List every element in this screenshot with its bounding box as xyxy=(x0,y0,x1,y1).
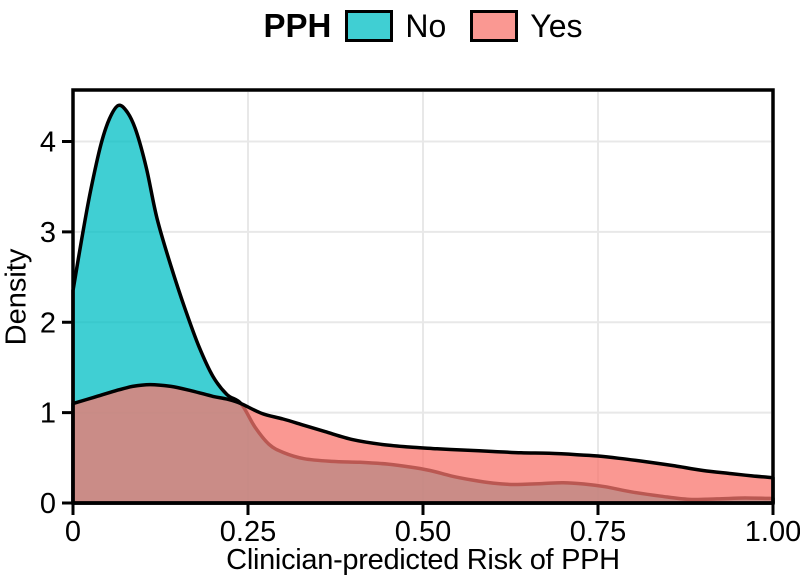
legend-swatch-no-icon xyxy=(345,10,394,42)
legend-title: PPH xyxy=(263,7,332,44)
legend-swatch-yes-icon xyxy=(470,10,519,42)
legend-label-yes: Yes xyxy=(530,7,583,44)
x-tick-label: 0.25 xyxy=(220,516,276,548)
y-axis-title: Density xyxy=(0,248,33,346)
y-tick-label: 0 xyxy=(40,488,56,520)
legend-item-no: No xyxy=(345,8,446,45)
x-tick-label: 0.75 xyxy=(570,516,626,548)
legend-label-no: No xyxy=(405,7,447,44)
y-tick-label: 4 xyxy=(40,127,56,159)
panel-border xyxy=(71,88,775,505)
y-tick-label: 1 xyxy=(40,398,56,430)
x-axis-title: Clinician-predicted Risk of PPH xyxy=(226,544,620,576)
y-tick-label: 2 xyxy=(40,307,56,339)
x-tick-label: 0 xyxy=(65,516,81,548)
x-tick-label: 1.00 xyxy=(745,516,800,548)
density-area-yes xyxy=(71,382,775,505)
x-tick-label: 0.50 xyxy=(395,516,451,548)
legend-item-yes: Yes xyxy=(470,8,582,45)
y-tick-label: 3 xyxy=(40,217,56,249)
legend: PPH No Yes xyxy=(73,6,773,46)
